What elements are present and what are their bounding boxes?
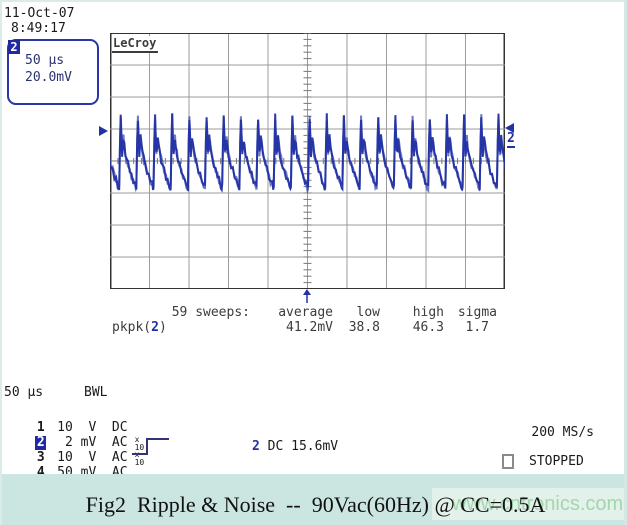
sample-rate: 200 MS/s — [531, 425, 594, 440]
probe-x10-icon: x 10 — [135, 436, 145, 452]
channel-2-badge: 2 — [35, 435, 47, 450]
figure-caption: Fig2 Ripple & Noise -- 90Vac(60Hz) @ CC=… — [85, 492, 546, 517]
lecroy-logo: LeCroy — [112, 36, 159, 53]
stat-value-sigma: 1.7 — [465, 320, 489, 335]
stat-col-low: low — [356, 305, 380, 320]
channel-3-badge: 3 — [36, 450, 45, 465]
channel-row-1: 1 10 V DC — [4, 407, 128, 435]
stopped-square-icon — [502, 454, 514, 469]
timebase-readout: 50 µs — [4, 385, 44, 400]
date-label: 11-Oct-07 — [4, 6, 75, 21]
time-label: 8:49:17 — [11, 21, 66, 36]
trigger-edge-icon — [132, 438, 169, 455]
trigger-level — [260, 439, 268, 454]
trigger-channel: 2 — [252, 439, 260, 454]
watermark-box: www.cntronics.com — [432, 488, 624, 520]
stat-col-high: high — [412, 305, 444, 320]
channel2-position-marker-icon — [505, 123, 514, 133]
acquisition-status: STOPPED — [529, 454, 584, 469]
channel-row-2: 2 2 mV AC x 10 — [4, 422, 144, 452]
measurement-label: pkpk(2) — [112, 321, 167, 335]
waveform-plot — [104, 32, 511, 290]
trace2-timebase: 50 µs — [25, 53, 65, 68]
stat-value-high: 46.3 — [412, 320, 444, 335]
trigger-time-arrow-icon — [303, 289, 311, 303]
trace2-voltsdiv: 20.0mV — [25, 70, 72, 85]
channel-row-4: 4 50 mV AC — [4, 452, 128, 480]
channel-row-3: 3 10 V AC x 10 — [4, 437, 144, 467]
stat-col-average: average — [278, 305, 333, 320]
probe-10: 10 — [134, 458, 145, 467]
stat-col-sigma: sigma — [457, 305, 497, 320]
channel-2-settings: 2 mV AC — [49, 435, 128, 450]
trigger-level-marker-icon — [99, 126, 108, 136]
probe-x: x — [134, 435, 140, 444]
watermark-text: www.cntronics.com — [452, 493, 624, 515]
pkpk-prefix: pkpk( — [112, 320, 152, 335]
channel-1-badge: 1 — [36, 420, 45, 435]
pkpk-suffix: ) — [158, 320, 167, 335]
trace2-settings-box: 2 50 µs 20.0mV — [7, 39, 99, 105]
stat-value-low: 38.8 — [348, 320, 380, 335]
stat-value-average: 41.2mV — [286, 320, 333, 335]
channel-3-settings: 10 V AC — [49, 450, 128, 465]
trace2-badge: 2 — [8, 40, 20, 54]
bandwidth-limit-label: BWL — [84, 385, 108, 400]
trigger-readout: 2 DC 15.6mV — [252, 440, 338, 454]
channel-4-badge: 4 — [36, 465, 45, 480]
probe-10: 10 — [134, 443, 145, 452]
trigger-coupling-level: DC 15.6mV — [267, 439, 339, 454]
pkpk-channel: 2 — [151, 320, 159, 335]
channel-1-settings: 10 V DC — [49, 420, 128, 435]
scope-display — [104, 32, 511, 290]
sweeps-count: 59 sweeps: — [171, 305, 250, 320]
channel2-position-label: 2 — [507, 131, 515, 148]
